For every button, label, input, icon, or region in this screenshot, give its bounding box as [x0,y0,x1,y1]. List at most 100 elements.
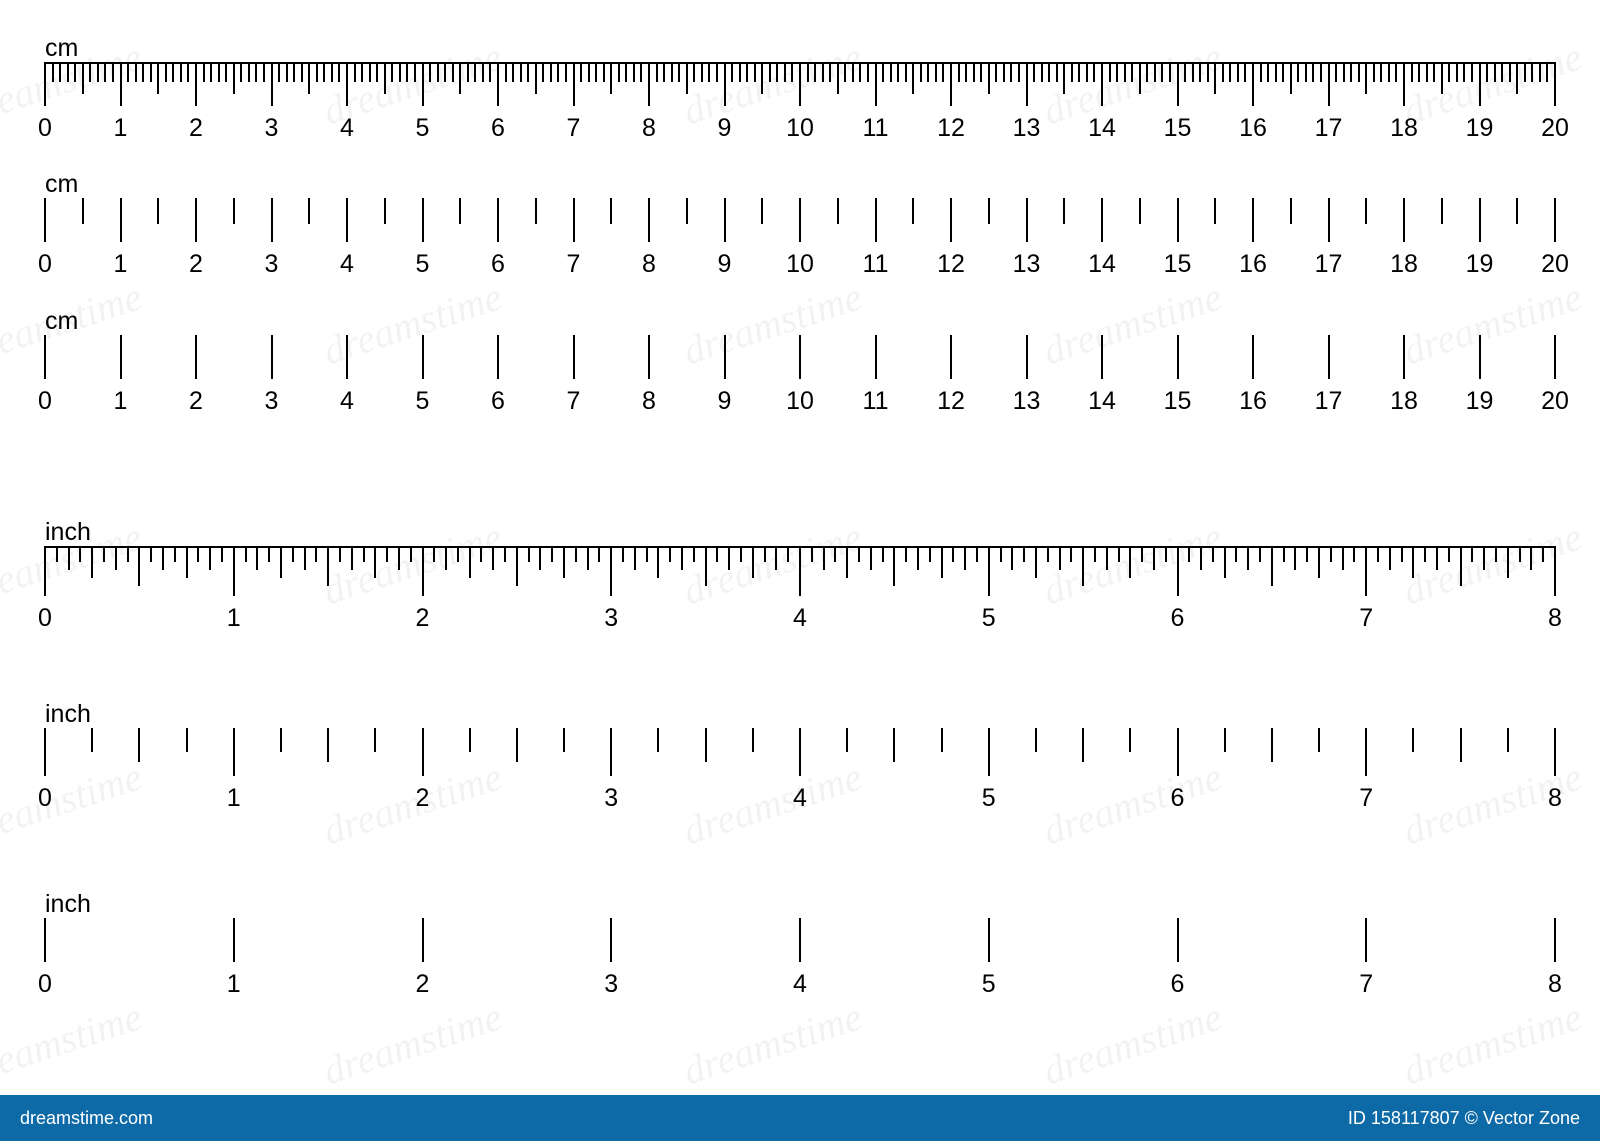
tick [433,546,435,562]
tick [1011,546,1013,570]
tick-number: 20 [1541,387,1569,416]
tick [346,62,348,106]
tick [988,198,990,224]
tick [1448,62,1450,82]
tick [846,546,848,578]
tick [1237,62,1239,82]
tick [988,918,990,962]
tick [112,62,114,82]
tick [52,62,54,82]
tick-number: 0 [38,784,52,813]
tick [1294,546,1296,570]
tick [573,62,575,106]
tick [1463,62,1465,82]
tick [263,62,265,82]
tick [952,546,954,562]
tick [1441,62,1443,94]
tick [705,728,707,762]
tick-number: 1 [227,784,241,813]
tick [563,546,565,578]
tick [1177,918,1179,962]
ruler-cm-half: cm01234567891011121314151617181920 [45,198,1555,308]
tick [1082,546,1084,586]
tick [1082,728,1084,762]
tick [1146,62,1148,82]
tick [823,546,825,570]
tick-number: 19 [1466,387,1494,416]
tick [1026,335,1028,379]
tick [920,62,922,82]
tick [248,62,250,82]
tick [384,62,386,94]
tick [761,62,763,94]
tick-number: 1 [227,604,241,633]
tick [489,62,491,82]
tick-number: 2 [416,970,430,999]
tick [512,62,514,82]
tick [1530,546,1532,570]
tick [256,546,258,570]
tick-number: 6 [491,387,505,416]
tick [44,546,46,596]
tick [1244,62,1246,82]
tick [764,546,766,562]
tick [195,198,197,242]
tick [610,198,612,224]
tick [1188,546,1190,562]
tick-number: 4 [340,387,354,416]
tick [1139,62,1141,94]
tick [1026,62,1028,106]
tick [308,198,310,224]
tick [1418,62,1420,82]
tick [44,918,46,962]
tick [444,62,446,82]
tick [233,62,235,94]
tick [280,728,282,752]
tick [528,546,530,562]
tick [648,335,650,379]
tick [1199,62,1201,82]
tick [1554,918,1556,962]
tick [233,918,235,962]
tick [897,62,899,82]
tick [807,62,809,82]
tick [195,62,197,106]
tick [240,62,242,82]
tick [82,198,84,224]
tick [127,62,129,82]
tick [44,728,46,776]
tick [610,62,612,94]
tick-number: 12 [937,387,965,416]
tick [323,62,325,82]
tick [625,62,627,82]
tick [1471,546,1473,562]
tick [775,546,777,570]
tick [233,546,235,596]
tick [1161,62,1163,82]
tick [474,62,476,82]
tick-number: 3 [604,604,618,633]
tick [384,198,386,224]
tick [1479,62,1481,106]
tick [1305,62,1307,82]
tick [557,62,559,82]
tick [56,546,58,562]
tick [422,198,424,242]
tick-number: 6 [491,114,505,143]
tick [686,62,688,94]
tick-number: 6 [491,250,505,279]
tick [221,546,223,562]
tick [492,546,494,570]
tick-number: 4 [340,250,354,279]
ruler-cm-whole: cm01234567891011121314151617181920 [45,335,1555,445]
tick [875,335,877,379]
tick [686,198,688,224]
tick [429,62,431,82]
tick [1184,62,1186,82]
tick [1412,546,1414,578]
tick [1343,62,1345,82]
tick-number: 4 [340,114,354,143]
tick [1350,62,1352,82]
tick-number: 0 [38,604,52,633]
tick [893,728,895,762]
